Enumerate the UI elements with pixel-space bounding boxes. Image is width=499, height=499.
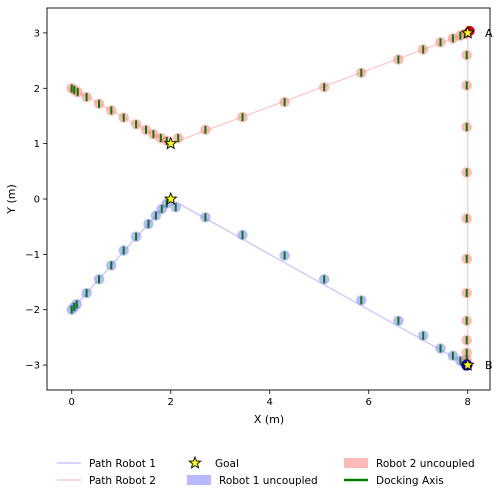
goal-star-icon <box>163 136 178 150</box>
y-tick-label: 1 <box>34 139 40 150</box>
y-tick-label: 3 <box>34 28 40 39</box>
goal-star-icon <box>163 191 178 205</box>
y-tick-label: 0 <box>34 195 40 206</box>
goal-star-icon <box>460 25 475 39</box>
y-tick-label: 2 <box>34 84 40 95</box>
y-tick-label: −2 <box>25 305 40 316</box>
legend-label-goal: Goal <box>215 458 239 470</box>
x-tick-label: 0 <box>69 397 75 408</box>
plot-area: AB <box>66 25 493 372</box>
y-tick-label: −1 <box>25 250 40 261</box>
legend: Path Robot 1 Path Robot 2 Goal Robot 1 unco… <box>57 455 475 487</box>
x-axis-label: X (m) <box>254 413 284 426</box>
goal-star-icon <box>460 357 475 371</box>
x-tick-label: 2 <box>168 397 174 408</box>
axes: 0 2 4 6 8 −3 −2 −1 0 1 2 3 <box>25 7 491 408</box>
legend-swatch-robot2 <box>344 458 368 468</box>
y-axis-label: Y (m) <box>5 184 18 215</box>
legend-label-robot1: Robot 1 uncoupled <box>219 475 318 487</box>
legend-label-path2: Path Robot 2 <box>89 475 156 487</box>
legend-label-robot2: Robot 2 uncoupled <box>376 458 475 470</box>
point-label: B <box>485 359 493 372</box>
legend-goal-star-icon <box>188 455 202 469</box>
legend-label-axis: Docking Axis <box>376 475 444 487</box>
x-tick-label: 8 <box>465 397 471 408</box>
y-tick-label: −3 <box>25 361 40 372</box>
x-tick-label: 4 <box>267 397 273 408</box>
legend-swatch-robot1 <box>187 475 211 485</box>
point-label: A <box>485 27 493 40</box>
legend-label-path1: Path Robot 1 <box>89 458 156 470</box>
x-tick-label: 6 <box>366 397 372 408</box>
